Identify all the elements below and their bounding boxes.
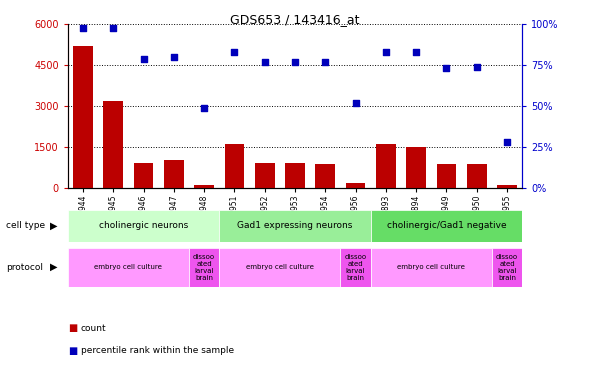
Point xyxy=(411,49,421,55)
Bar xyxy=(371,210,522,242)
Point xyxy=(199,105,209,111)
Point xyxy=(109,25,118,31)
Bar xyxy=(316,164,335,188)
Bar xyxy=(225,144,244,188)
Text: dissoo
ated
larval
brain: dissoo ated larval brain xyxy=(193,254,215,280)
Bar xyxy=(189,248,219,287)
Bar xyxy=(376,144,396,188)
Point xyxy=(139,56,148,62)
Point xyxy=(442,65,451,71)
Bar xyxy=(219,210,371,242)
Point xyxy=(230,49,239,55)
Bar xyxy=(68,210,219,242)
Text: ■: ■ xyxy=(68,323,77,333)
Bar xyxy=(68,248,189,287)
Text: cholinergic neurons: cholinergic neurons xyxy=(99,221,188,230)
Bar xyxy=(497,185,517,188)
Text: count: count xyxy=(81,324,106,333)
Text: dissoo
ated
larval
brain: dissoo ated larval brain xyxy=(345,254,366,280)
Bar xyxy=(467,164,487,188)
Bar xyxy=(371,248,492,287)
Bar xyxy=(219,248,340,287)
Bar xyxy=(492,248,522,287)
Bar xyxy=(437,164,456,188)
Text: ■: ■ xyxy=(68,346,77,355)
Point xyxy=(320,59,330,65)
Text: embryo cell culture: embryo cell culture xyxy=(246,264,314,270)
Bar xyxy=(255,163,274,188)
Bar xyxy=(164,160,183,188)
Point xyxy=(351,100,360,106)
Text: percentile rank within the sample: percentile rank within the sample xyxy=(81,346,234,355)
Bar xyxy=(285,163,305,188)
Text: protocol: protocol xyxy=(6,263,43,272)
Point xyxy=(78,25,88,31)
Text: cholinergic/Gad1 negative: cholinergic/Gad1 negative xyxy=(386,221,506,230)
Bar xyxy=(407,147,426,188)
Bar xyxy=(340,248,371,287)
Text: embryo cell culture: embryo cell culture xyxy=(94,264,162,270)
Point xyxy=(381,49,391,55)
Bar xyxy=(73,46,93,188)
Text: cell type: cell type xyxy=(6,221,45,230)
Point xyxy=(290,59,300,65)
Text: embryo cell culture: embryo cell culture xyxy=(397,264,466,270)
Bar xyxy=(134,163,153,188)
Point xyxy=(169,54,179,60)
Text: ▶: ▶ xyxy=(50,221,58,231)
Text: ▶: ▶ xyxy=(50,262,58,272)
Text: dissoo
ated
larval
brain: dissoo ated larval brain xyxy=(496,254,518,280)
Text: GDS653 / 143416_at: GDS653 / 143416_at xyxy=(230,13,360,26)
Bar xyxy=(194,185,214,188)
Bar xyxy=(346,183,365,188)
Point xyxy=(472,64,481,70)
Point xyxy=(260,59,270,65)
Bar xyxy=(103,100,123,188)
Point xyxy=(502,139,512,145)
Text: Gad1 expressing neurons: Gad1 expressing neurons xyxy=(237,221,353,230)
